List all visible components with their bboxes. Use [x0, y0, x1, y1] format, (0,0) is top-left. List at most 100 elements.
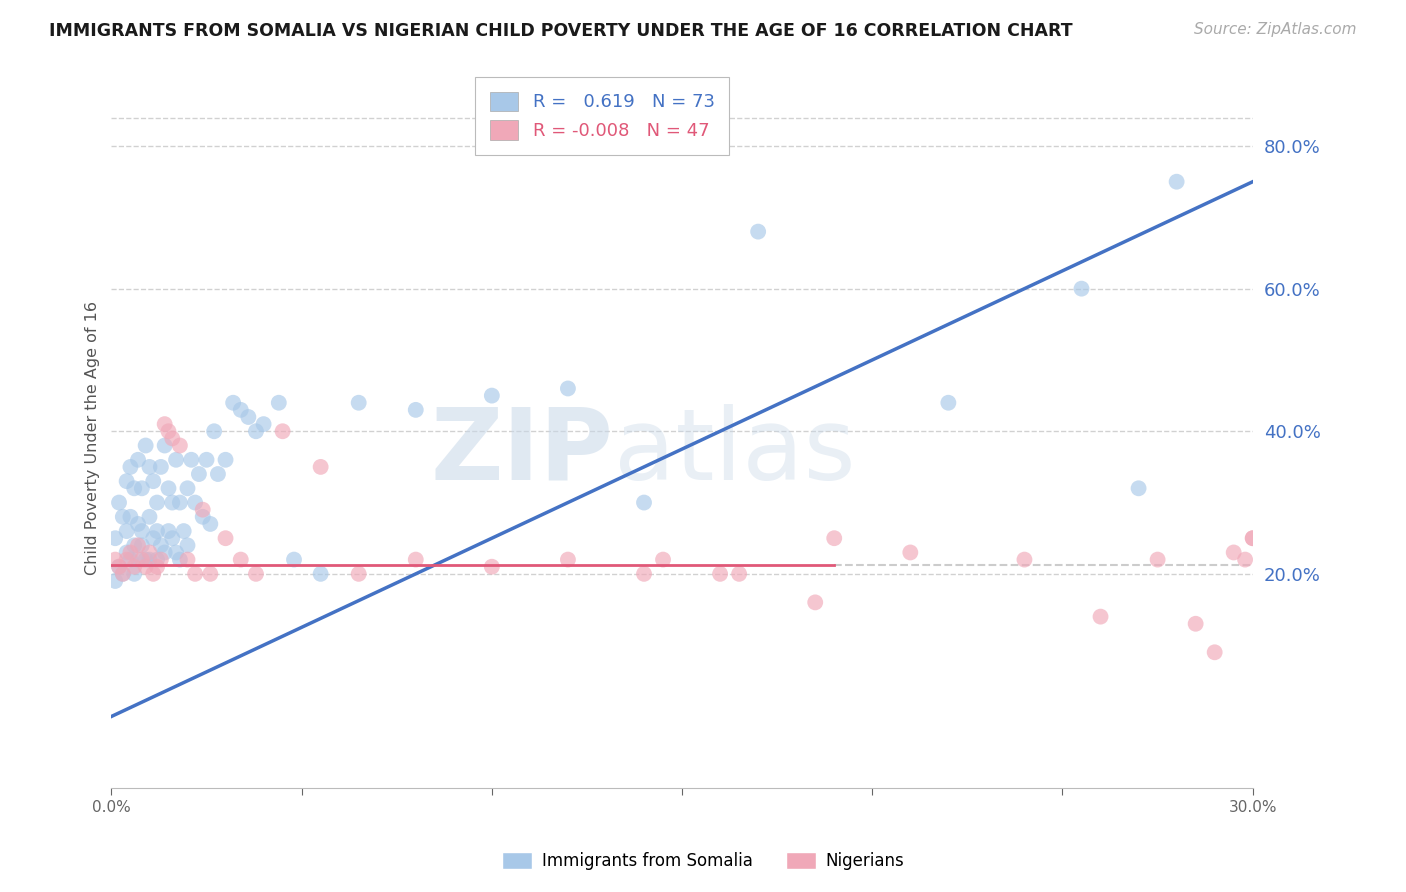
Point	[120, 552, 142, 566]
Point	[191, 502, 214, 516]
Point	[138, 545, 160, 559]
Point	[157, 524, 180, 538]
Point	[214, 531, 236, 545]
Point	[122, 559, 145, 574]
Point	[162, 531, 184, 545]
Point	[405, 552, 427, 566]
Point	[120, 509, 142, 524]
Point	[138, 459, 160, 474]
Point	[823, 531, 845, 545]
Point	[120, 545, 142, 559]
Point	[557, 382, 579, 396]
Point	[176, 481, 198, 495]
Point	[149, 552, 172, 566]
Point	[122, 481, 145, 495]
Point	[938, 395, 960, 409]
Point	[157, 424, 180, 438]
Point	[200, 566, 222, 581]
Point	[146, 559, 169, 574]
Point	[162, 431, 184, 445]
Point	[162, 495, 184, 509]
Point	[115, 552, 138, 566]
Point	[347, 395, 370, 409]
Point	[229, 402, 252, 417]
Text: Source: ZipAtlas.com: Source: ZipAtlas.com	[1194, 22, 1357, 37]
Point	[153, 417, 176, 431]
Point	[347, 566, 370, 581]
Point	[222, 395, 245, 409]
Point	[184, 495, 207, 509]
Point	[633, 566, 655, 581]
Point	[169, 495, 191, 509]
Text: IMMIGRANTS FROM SOMALIA VS NIGERIAN CHILD POVERTY UNDER THE AGE OF 16 CORRELATIO: IMMIGRANTS FROM SOMALIA VS NIGERIAN CHIL…	[49, 22, 1073, 40]
Point	[127, 538, 149, 552]
Point	[146, 495, 169, 509]
Text: ZIP: ZIP	[430, 404, 613, 501]
Point	[104, 574, 127, 588]
Point	[229, 552, 252, 566]
Point	[238, 409, 260, 424]
Point	[169, 552, 191, 566]
Point	[153, 438, 176, 452]
Point	[111, 509, 134, 524]
Point	[267, 395, 290, 409]
Point	[1241, 531, 1264, 545]
Point	[169, 438, 191, 452]
Point	[709, 566, 731, 581]
Point	[1014, 552, 1036, 566]
Point	[173, 524, 195, 538]
Point	[142, 474, 165, 488]
Point	[108, 559, 131, 574]
Point	[633, 495, 655, 509]
Point	[122, 566, 145, 581]
Point	[138, 552, 160, 566]
Point	[481, 559, 503, 574]
Point	[135, 559, 157, 574]
Point	[202, 424, 225, 438]
Point	[180, 452, 202, 467]
Point	[309, 566, 332, 581]
Point	[127, 516, 149, 531]
Point	[804, 595, 827, 609]
Point	[652, 552, 675, 566]
Point	[153, 545, 176, 559]
Point	[149, 459, 172, 474]
Point	[146, 524, 169, 538]
Point	[1222, 545, 1244, 559]
Point	[135, 552, 157, 566]
Point	[165, 545, 187, 559]
Point	[245, 424, 267, 438]
Point	[135, 438, 157, 452]
Point	[283, 552, 305, 566]
Y-axis label: Child Poverty Under the Age of 16: Child Poverty Under the Age of 16	[86, 301, 100, 575]
Point	[191, 509, 214, 524]
Point	[245, 566, 267, 581]
Point	[149, 538, 172, 552]
Point	[1241, 531, 1264, 545]
Point	[157, 481, 180, 495]
Point	[176, 538, 198, 552]
Point	[271, 424, 294, 438]
Point	[115, 474, 138, 488]
Point	[108, 495, 131, 509]
Point	[898, 545, 921, 559]
Point	[728, 566, 751, 581]
Point	[165, 452, 187, 467]
Legend: Immigrants from Somalia, Nigerians: Immigrants from Somalia, Nigerians	[495, 845, 911, 877]
Point	[131, 552, 153, 566]
Legend: R =   0.619   N = 73, R = -0.008   N = 47: R = 0.619 N = 73, R = -0.008 N = 47	[475, 77, 730, 155]
Point	[1234, 552, 1257, 566]
Point	[1184, 616, 1206, 631]
Point	[122, 538, 145, 552]
Text: atlas: atlas	[613, 404, 855, 501]
Point	[142, 566, 165, 581]
Point	[115, 545, 138, 559]
Point	[252, 417, 274, 431]
Point	[1166, 175, 1188, 189]
Point	[207, 467, 229, 481]
Point	[115, 524, 138, 538]
Point	[1090, 609, 1112, 624]
Point	[146, 552, 169, 566]
Point	[127, 452, 149, 467]
Point	[309, 459, 332, 474]
